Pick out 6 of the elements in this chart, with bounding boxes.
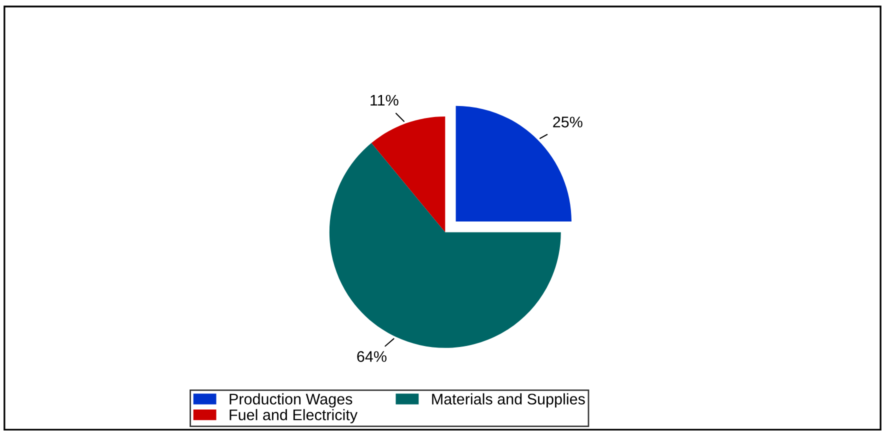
data-label: 25%	[553, 116, 582, 128]
legend-label: Fuel and Electricity	[230, 409, 358, 424]
data-label: 11%	[370, 94, 398, 106]
legend-label: Materials and Supplies	[432, 393, 585, 408]
data-label: 64%	[357, 351, 386, 362]
legend-label: Production Wages	[230, 393, 352, 408]
